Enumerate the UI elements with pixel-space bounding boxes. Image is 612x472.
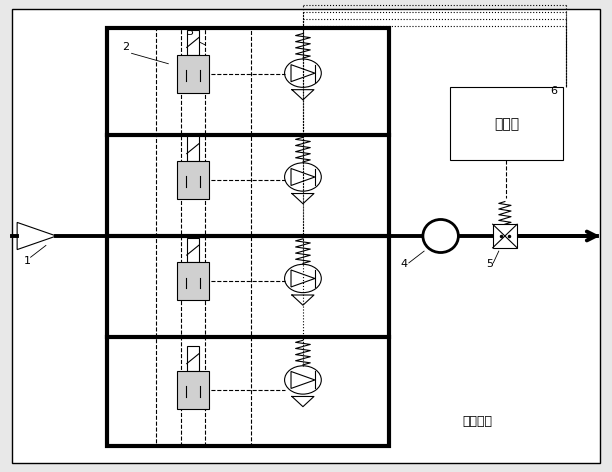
Bar: [187, 238, 199, 262]
Bar: [450, 87, 563, 160]
Text: 5: 5: [486, 259, 493, 269]
Text: 2: 2: [122, 42, 129, 51]
Text: 4: 4: [400, 259, 408, 269]
Bar: [107, 28, 389, 446]
Bar: [177, 161, 209, 199]
Bar: [177, 371, 209, 409]
Text: 增压装置: 增压装置: [462, 415, 493, 428]
Text: 1: 1: [24, 256, 31, 266]
Bar: [177, 262, 209, 300]
Bar: [156, 28, 251, 446]
Bar: [187, 30, 199, 55]
Ellipse shape: [423, 219, 458, 253]
Bar: [177, 55, 209, 93]
Text: 3: 3: [186, 27, 193, 37]
Bar: [187, 346, 199, 371]
Bar: [187, 136, 199, 161]
Bar: [493, 224, 517, 248]
Text: 6: 6: [550, 86, 558, 96]
Text: 控制器: 控制器: [494, 117, 519, 131]
